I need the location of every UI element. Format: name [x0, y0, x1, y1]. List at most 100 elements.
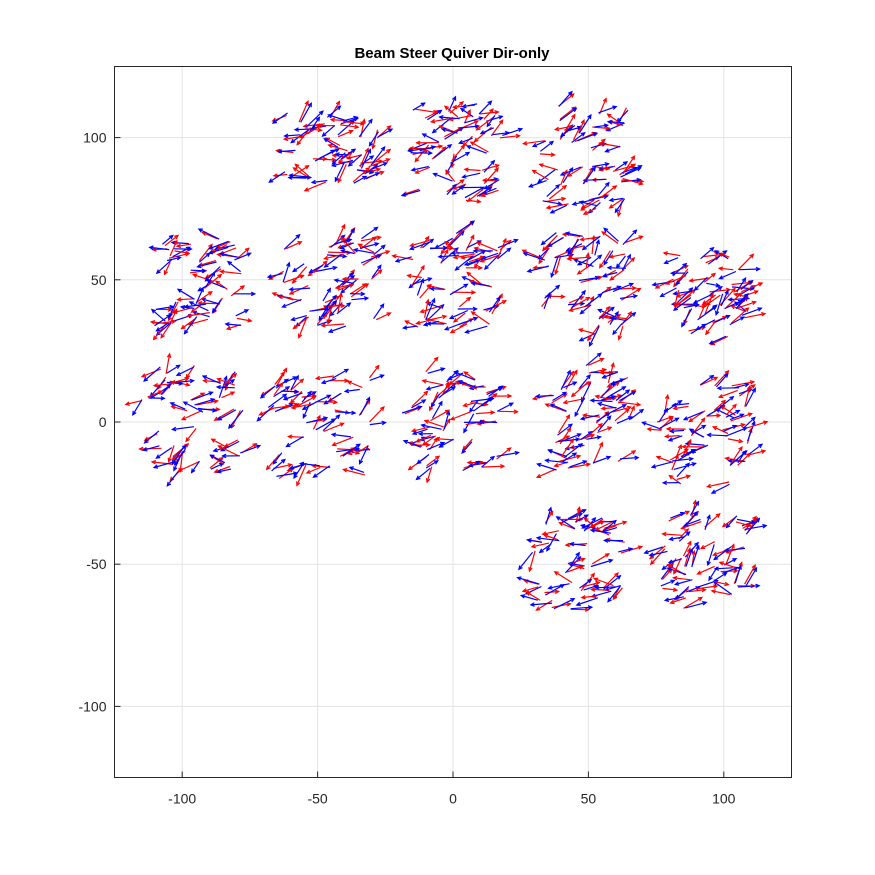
quiver-arrow-red: [664, 275, 687, 285]
quiver-arrow-red: [567, 462, 592, 469]
quiver-arrow-red: [180, 318, 196, 330]
quiver-arrow-blue: [288, 462, 307, 470]
quiver-arrow-red: [167, 445, 175, 463]
quiver-arrow-blue: [594, 123, 610, 128]
quiver-arrow-blue: [351, 296, 370, 301]
quiver-arrow-blue: [670, 511, 686, 519]
quiver-arrow-blue: [734, 564, 742, 584]
quiver-arrow-blue: [497, 247, 512, 260]
quiver-arrow-red: [538, 163, 559, 171]
quiver-arrow-blue: [335, 410, 357, 416]
quiver-arrow-blue: [545, 506, 553, 525]
quiver-arrow-blue: [411, 399, 427, 409]
quiver-arrow-red: [592, 441, 604, 464]
quiver-arrow-blue: [195, 286, 204, 304]
quiver-arrow-blue: [669, 270, 685, 276]
quiver-arrow-blue: [303, 391, 317, 400]
quiver-arrow-red: [297, 316, 308, 339]
quiver-arrow-red: [216, 377, 235, 386]
quiver-arrow-red: [711, 426, 729, 435]
quiver-arrow-blue: [334, 161, 346, 183]
quiver-arrow-blue: [209, 454, 226, 464]
quiver-arrow-blue: [735, 293, 749, 306]
quiver-arrow-red: [500, 133, 521, 139]
quiver-arrow-red: [538, 248, 550, 265]
quiver-arrow-blue: [540, 232, 557, 246]
quiver-arrow-red: [614, 408, 630, 422]
quiver-arrow-blue: [585, 352, 602, 367]
quiver-arrow-blue: [683, 303, 700, 309]
quiver-arrow-blue: [453, 371, 476, 381]
quiver-arrow-blue: [132, 399, 143, 416]
quiver-arrow-red: [219, 269, 242, 275]
quiver-arrow-blue: [559, 107, 578, 122]
quiver-arrow-blue: [166, 255, 182, 262]
quiver-arrow-blue: [747, 420, 756, 442]
quiver-arrow-red: [236, 247, 250, 260]
quiver-arrow-blue: [310, 179, 328, 185]
quiver-arrow-blue: [618, 547, 634, 553]
quiver-arrow-red: [613, 285, 637, 291]
quiver-arrow-red: [600, 185, 618, 199]
quiver-arrow-blue: [320, 378, 337, 385]
quiver-arrow-blue: [422, 320, 440, 327]
quiver-arrow-red: [443, 105, 459, 118]
quiver-arrow-blue: [496, 450, 520, 457]
quiver-arrow-blue: [401, 325, 417, 330]
quiver-arrow-red: [429, 118, 449, 124]
quiver-arrow-red: [490, 119, 504, 137]
quiver-arrow-blue: [549, 204, 568, 214]
quiver-arrow-red: [578, 118, 585, 134]
quiver-arrow-red: [294, 163, 310, 177]
quiver-arrow-blue: [182, 401, 204, 413]
quiver-arrow-blue: [540, 140, 555, 152]
quiver-arrow-blue: [606, 119, 625, 125]
quiver-arrow-red: [352, 166, 371, 183]
quiver-arrow-blue: [691, 544, 700, 568]
y-tick-label: 50: [91, 272, 107, 288]
quiver-arrow-red: [608, 197, 624, 209]
quiver-arrow-blue: [394, 256, 412, 263]
quiver-arrow-red: [340, 124, 360, 130]
quiver-arrow-blue: [169, 402, 186, 410]
quiver-arrow-red: [603, 314, 627, 320]
quiver-arrow-blue: [268, 171, 286, 183]
quiver-arrow-blue: [741, 307, 763, 316]
quiver-arrow-blue: [472, 248, 493, 254]
quiver-arrow-red: [688, 587, 707, 593]
quiver-arrow-red: [662, 587, 679, 592]
quiver-arrow-blue: [155, 322, 170, 332]
quiver-arrow-blue: [676, 287, 694, 304]
quiver-arrow-red: [726, 292, 743, 308]
quiver-arrow-red: [566, 565, 585, 573]
quiver-arrow-blue: [336, 272, 354, 290]
quiver-arrow-blue: [343, 388, 360, 394]
quiver-arrow-blue: [558, 90, 573, 107]
quiver-arrow-red: [597, 141, 621, 148]
quiver-arrow-blue: [463, 413, 475, 434]
quiver-arrow-red: [421, 379, 443, 386]
quiver-arrow-blue: [425, 384, 444, 391]
quiver-arrow-blue: [171, 446, 185, 466]
quiver-arrow-red: [599, 250, 611, 269]
quiver-arrow-red: [749, 449, 767, 456]
quiver-arrow-red: [704, 512, 721, 528]
quiver-arrow-blue: [715, 372, 729, 388]
quiver-arrow-blue: [281, 298, 302, 308]
quiver-arrow-blue: [438, 438, 454, 448]
y-tick-label: -100: [78, 698, 106, 714]
quiver-arrow-blue: [675, 271, 689, 286]
quiver-arrow-blue: [290, 315, 307, 322]
quiver-arrow-red: [548, 184, 568, 200]
quiver-arrow-blue: [486, 115, 496, 128]
quiver-arrow-blue: [622, 311, 637, 324]
quiver-arrow-blue: [496, 402, 515, 412]
quiver-arrow-red: [661, 531, 682, 537]
quiver-arrow-blue: [526, 538, 543, 543]
quiver-arrow-red: [480, 189, 499, 198]
quiver-arrow-red: [591, 553, 610, 565]
quiver-arrow-blue: [420, 423, 442, 430]
quiver-arrow-blue: [402, 439, 422, 448]
quiver-arrow-red: [710, 589, 731, 596]
quiver-arrow-blue: [458, 185, 482, 190]
